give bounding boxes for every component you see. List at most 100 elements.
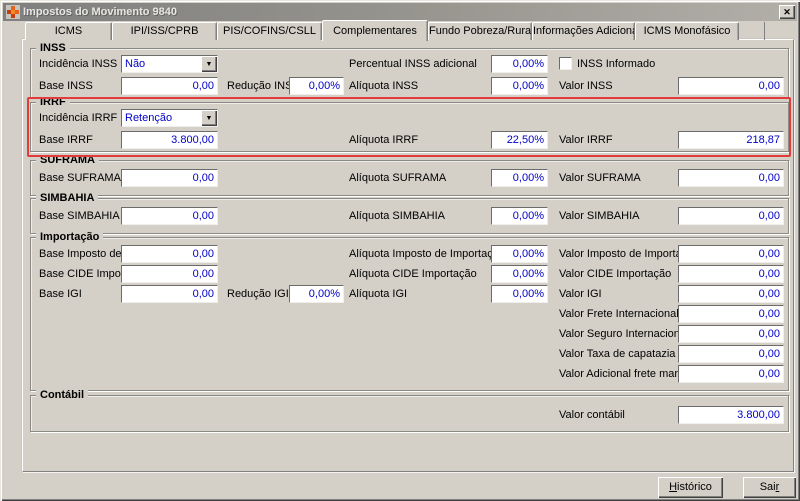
historico-label-key: H: [669, 481, 678, 493]
inss-percentual-label: Percentual INSS adicional: [349, 58, 477, 70]
tab-ipi-iss-cprb[interactable]: IPI/ISS/CPRB: [112, 22, 217, 40]
irrf-valor-input[interactable]: 218,87: [678, 131, 784, 149]
sair-label-key: r: [775, 481, 780, 493]
importacao-row-seguro: Valor Seguro Internacional 0,00: [31, 325, 788, 343]
irrf-incidencia-select[interactable]: Retenção ▼: [121, 109, 218, 127]
chevron-down-icon[interactable]: ▼: [201, 56, 217, 72]
sair-button[interactable]: Sair: [743, 477, 796, 498]
historico-button[interactable]: Histórico: [658, 477, 723, 498]
inss-row-2: Base INSS 0,00 Redução INSS 0,00% Alíquo…: [31, 77, 788, 95]
importacao-seguro-label: Valor Seguro Internacional: [559, 328, 689, 340]
tab-icms-monofasico[interactable]: ICMS Monofásico: [635, 22, 739, 40]
simbahia-valor-input[interactable]: 0,00: [678, 207, 784, 225]
tab-panel: INSS Incidência INSS Não ▼ Percentual IN…: [22, 39, 794, 472]
irrf-base-input[interactable]: 3.800,00: [121, 131, 218, 149]
inss-incidencia-value: Não: [125, 58, 146, 70]
importacao-capatazia-input[interactable]: 0,00: [678, 345, 784, 363]
irrf-row-1: Incidência IRRF Retenção ▼: [31, 109, 788, 127]
importacao-aliquota-cide-input[interactable]: 0,00%: [491, 265, 548, 283]
importacao-valor-ii-input[interactable]: 0,00: [678, 245, 784, 263]
group-suframa-title: SUFRAMA: [36, 153, 99, 167]
group-contabil-title: Contábil: [36, 388, 88, 402]
inss-informado-checkbox[interactable]: [559, 57, 572, 70]
importacao-base-igi-input[interactable]: 0,00: [121, 285, 218, 303]
window-title: Impostos do Movimento 9840: [23, 6, 178, 18]
sair-label-pre: Sai: [759, 481, 776, 493]
irrf-aliquota-label: Alíquota IRRF: [349, 134, 419, 146]
irrf-incidencia-value: Retenção: [125, 112, 173, 124]
contabil-valor-label: Valor contábil: [559, 409, 625, 421]
inss-reducao-label: Redução INSS: [227, 80, 300, 92]
simbahia-base-label: Base SIMBAHIA: [39, 210, 120, 222]
group-suframa: SUFRAMA Base SUFRAMA 0,00 Alíquota SUFRA…: [30, 153, 789, 196]
inss-percentual-input[interactable]: 0,00%: [491, 55, 548, 73]
importacao-aliquota-igi-input[interactable]: 0,00%: [491, 285, 548, 303]
contabil-valor-input[interactable]: 3.800,00: [678, 406, 784, 424]
group-irrf-title: IRRF: [36, 95, 70, 109]
title-bar: Impostos do Movimento 9840 ✕: [3, 3, 797, 21]
importacao-base-ii-label: Base Imposto de Imp.: [39, 248, 146, 260]
simbahia-base-input[interactable]: 0,00: [121, 207, 218, 225]
importacao-adicional-input[interactable]: 0,00: [678, 365, 784, 383]
importacao-row-igi: Base IGI 0,00 Redução IGI 0,00% Alíquota…: [31, 285, 788, 303]
importacao-aliquota-cide-label: Alíquota CIDE Importação: [349, 268, 477, 280]
tab-icms[interactable]: ICMS: [25, 22, 112, 40]
importacao-frete-input[interactable]: 0,00: [678, 305, 784, 323]
importacao-base-ii-input[interactable]: 0,00: [121, 245, 218, 263]
group-inss: INSS Incidência INSS Não ▼ Percentual IN…: [30, 41, 789, 98]
suframa-aliquota-label: Alíquota SUFRAMA: [349, 172, 447, 184]
close-icon: ✕: [783, 6, 791, 17]
contabil-row: Valor contábil 3.800,00: [31, 406, 788, 424]
importacao-reducao-igi-input[interactable]: 0,00%: [289, 285, 344, 303]
group-contabil: Contábil Valor contábil 3.800,00: [30, 388, 789, 432]
tab-informacoes-adicionais[interactable]: Informações Adicionais: [532, 22, 635, 40]
inss-aliquota-label: Alíquota INSS: [349, 80, 419, 92]
tab-strip-stub: [739, 22, 765, 40]
group-importacao-title: Importação: [36, 230, 104, 244]
tab-pis-cofins-csll[interactable]: PIS/COFINS/CSLL: [217, 22, 322, 40]
importacao-capatazia-label: Valor Taxa de capatazia: [559, 348, 676, 360]
importacao-reducao-igi-label: Redução IGI: [227, 288, 289, 300]
tab-bar: ICMS IPI/ISS/CPRB PIS/COFINS/CSLL Comple…: [25, 20, 765, 41]
chevron-down-icon[interactable]: ▼: [201, 110, 217, 126]
irrf-incidencia-label: Incidência IRRF: [39, 112, 118, 124]
inss-incidencia-select[interactable]: Não ▼: [121, 55, 218, 73]
importacao-valor-ii-label: Valor Imposto de Importação: [559, 248, 700, 260]
importacao-adicional-label: Valor Adicional frete marinha: [559, 368, 699, 380]
irrf-aliquota-input[interactable]: 22,50%: [491, 131, 548, 149]
importacao-valor-cide-input[interactable]: 0,00: [678, 265, 784, 283]
inss-base-input[interactable]: 0,00: [121, 77, 218, 95]
irrf-valor-label: Valor IRRF: [559, 134, 613, 146]
inss-valor-label: Valor INSS: [559, 80, 613, 92]
importacao-valor-igi-input[interactable]: 0,00: [678, 285, 784, 303]
importacao-seguro-input[interactable]: 0,00: [678, 325, 784, 343]
inss-valor-input[interactable]: 0,00: [678, 77, 784, 95]
importacao-valor-igi-label: Valor IGI: [559, 288, 602, 300]
importacao-row-capatazia: Valor Taxa de capatazia 0,00: [31, 345, 788, 363]
simbahia-aliquota-input[interactable]: 0,00%: [491, 207, 548, 225]
importacao-base-igi-label: Base IGI: [39, 288, 82, 300]
suframa-aliquota-input[interactable]: 0,00%: [491, 169, 548, 187]
suframa-row: Base SUFRAMA 0,00 Alíquota SUFRAMA 0,00%…: [31, 169, 788, 187]
importacao-aliquota-ii-label: Alíquota Imposto de Importação: [349, 248, 505, 260]
group-inss-title: INSS: [36, 41, 70, 55]
tab-complementares[interactable]: Complementares: [322, 20, 428, 41]
inss-informado-label[interactable]: INSS Informado: [577, 58, 656, 70]
importacao-base-cide-input[interactable]: 0,00: [121, 265, 218, 283]
inss-reducao-input[interactable]: 0,00%: [289, 77, 344, 95]
importacao-valor-cide-label: Valor CIDE Importação: [559, 268, 672, 280]
suframa-base-label: Base SUFRAMA: [39, 172, 121, 184]
inss-base-label: Base INSS: [39, 80, 93, 92]
suframa-valor-input[interactable]: 0,00: [678, 169, 784, 187]
suframa-base-input[interactable]: 0,00: [121, 169, 218, 187]
tab-fundo-pobreza[interactable]: Fundo Pobreza/Rural/FTI: [428, 22, 532, 40]
importacao-row-adicional: Valor Adicional frete marinha 0,00: [31, 365, 788, 383]
importacao-aliquota-ii-input[interactable]: 0,00%: [491, 245, 548, 263]
irrf-base-label: Base IRRF: [39, 134, 93, 146]
app-icon: [6, 5, 20, 19]
importacao-row-frete: Valor Frete Internacional 0,00: [31, 305, 788, 323]
inss-aliquota-input[interactable]: 0,00%: [491, 77, 548, 95]
simbahia-aliquota-label: Alíquota SIMBAHIA: [349, 210, 445, 222]
close-button[interactable]: ✕: [779, 5, 795, 19]
